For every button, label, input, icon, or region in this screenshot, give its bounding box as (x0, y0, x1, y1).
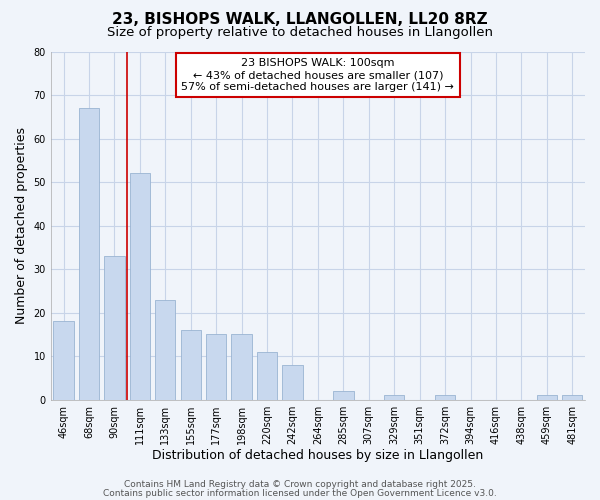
X-axis label: Distribution of detached houses by size in Llangollen: Distribution of detached houses by size … (152, 450, 484, 462)
Y-axis label: Number of detached properties: Number of detached properties (15, 127, 28, 324)
Bar (562, 396, 583, 400)
Bar (130, 174, 150, 400)
Bar (333, 391, 353, 400)
Text: Size of property relative to detached houses in Llangollen: Size of property relative to detached ho… (107, 26, 493, 39)
Bar (232, 334, 252, 400)
Bar (79, 108, 99, 400)
Text: Contains HM Land Registry data © Crown copyright and database right 2025.: Contains HM Land Registry data © Crown c… (124, 480, 476, 489)
Text: Contains public sector information licensed under the Open Government Licence v3: Contains public sector information licen… (103, 488, 497, 498)
Bar (155, 300, 175, 400)
Bar (435, 396, 455, 400)
Bar (53, 322, 74, 400)
Bar (536, 396, 557, 400)
Bar (206, 334, 226, 400)
Bar (104, 256, 125, 400)
Bar (282, 365, 302, 400)
Bar (181, 330, 201, 400)
Bar (257, 352, 277, 400)
Bar (384, 396, 404, 400)
Text: 23, BISHOPS WALK, LLANGOLLEN, LL20 8RZ: 23, BISHOPS WALK, LLANGOLLEN, LL20 8RZ (112, 12, 488, 28)
Text: 23 BISHOPS WALK: 100sqm
← 43% of detached houses are smaller (107)
57% of semi-d: 23 BISHOPS WALK: 100sqm ← 43% of detache… (181, 58, 454, 92)
